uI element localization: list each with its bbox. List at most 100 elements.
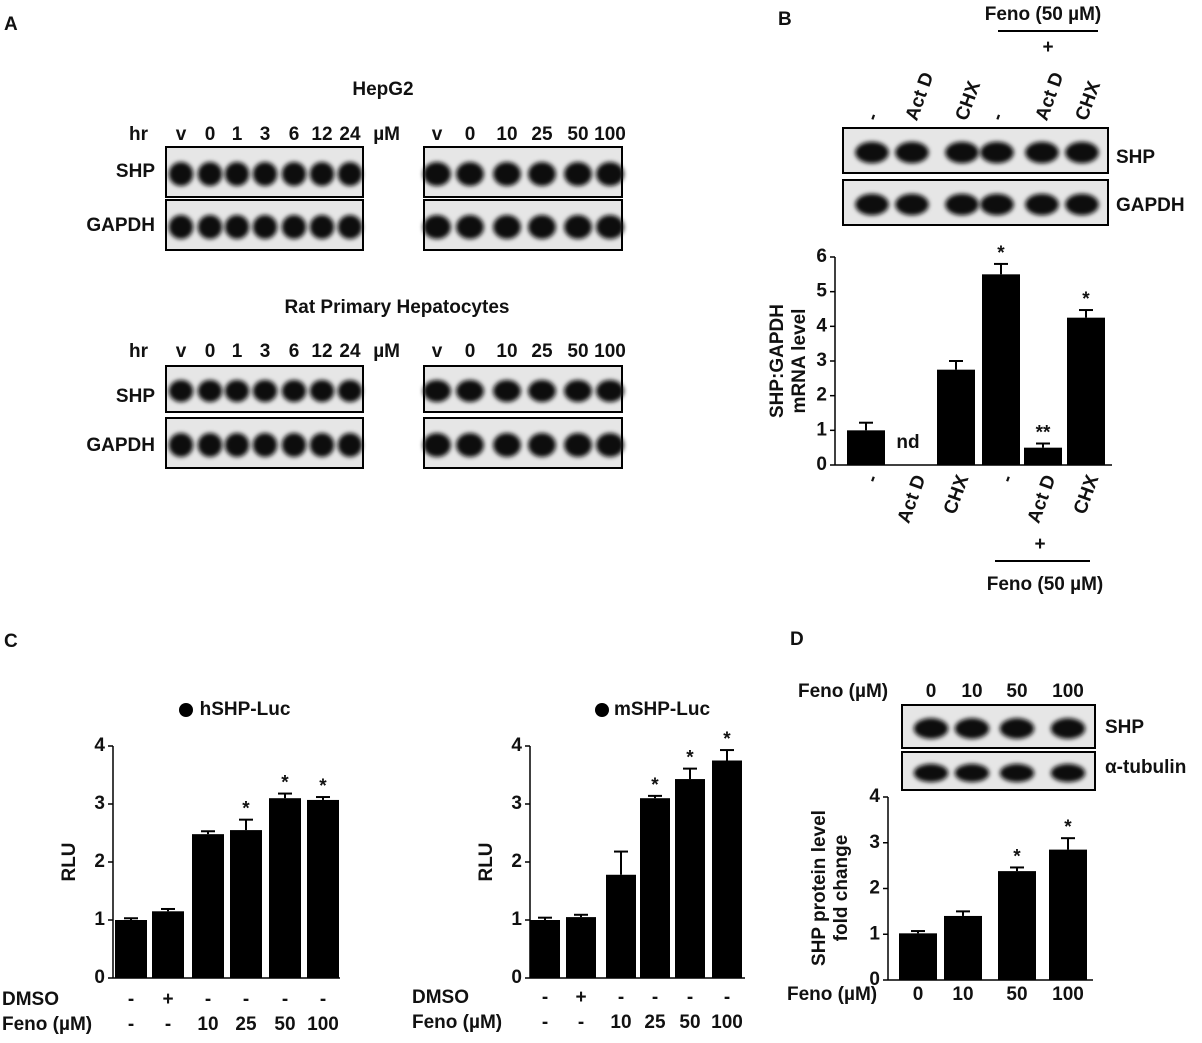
x-tick-label: CHX <box>1070 472 1104 517</box>
y-tick-label: 2 <box>869 878 880 899</box>
blot-unit: µM <box>373 341 400 362</box>
lane-label: 0 <box>465 341 476 362</box>
x-row-value: - <box>205 989 211 1010</box>
x-row-value: - <box>128 1014 134 1035</box>
bar <box>307 799 339 978</box>
lane-label: 50 <box>1006 681 1027 702</box>
lane-label: CHX <box>1072 78 1106 123</box>
blot-band <box>895 141 929 164</box>
y-tick-label: 0 <box>511 967 522 988</box>
lane-label: 10 <box>496 124 517 145</box>
lane-label: 24 <box>339 124 361 145</box>
x-tick-label: CHX <box>940 472 974 517</box>
blot-band <box>168 162 194 186</box>
x-row-value: - <box>618 987 624 1008</box>
bar <box>944 915 982 980</box>
blot-band <box>1065 193 1099 216</box>
bar <box>152 911 184 978</box>
blot-band <box>980 193 1014 216</box>
row-label: GAPDH <box>86 215 155 236</box>
lane-label: 10 <box>496 341 517 362</box>
blot-band <box>197 162 223 186</box>
bar <box>1024 447 1062 465</box>
lane-label: v <box>176 124 187 145</box>
blot-band <box>954 718 990 739</box>
blot-band <box>197 379 223 403</box>
blot-box <box>423 365 623 413</box>
row-label: GAPDH <box>86 435 155 456</box>
blot-band <box>855 141 889 164</box>
bar <box>115 920 147 978</box>
blot-band <box>337 433 363 457</box>
blot-band <box>309 162 335 186</box>
lane-label: 50 <box>567 124 588 145</box>
x-row-value: 10 <box>197 1014 218 1035</box>
blot-band <box>309 433 335 457</box>
blot-band <box>456 379 484 403</box>
panel-label: C <box>4 631 18 652</box>
blot-band <box>309 379 335 403</box>
blot-band <box>337 379 363 403</box>
bar <box>269 798 301 978</box>
x-row-value: - <box>652 987 658 1008</box>
y-tick-label: 4 <box>94 735 105 756</box>
x-row-value: - <box>687 987 693 1008</box>
blot-band <box>281 379 307 403</box>
y-tick-label: 6 <box>816 246 827 267</box>
lane-label: 0 <box>926 681 937 702</box>
y-tick-label: 1 <box>94 909 105 930</box>
row-label: SHP <box>116 386 155 407</box>
blot-band <box>197 433 223 457</box>
blot-band <box>224 162 250 186</box>
significance: ** <box>1036 423 1051 444</box>
blot-band <box>493 379 521 403</box>
blot-band <box>281 162 307 186</box>
lane-label: 6 <box>289 341 300 362</box>
lane-label: Act D <box>1032 70 1069 124</box>
lane-label: 0 <box>205 341 216 362</box>
bar <box>982 274 1020 465</box>
blot-band <box>528 433 556 457</box>
blot-band <box>493 215 521 239</box>
x-tick-label: - <box>997 472 1019 485</box>
blot-band <box>528 215 556 239</box>
x-row-value: 10 <box>610 1012 631 1033</box>
x-row-value: - <box>542 987 548 1008</box>
x-row-value: 50 <box>679 1012 700 1033</box>
blot-band <box>564 162 592 186</box>
blot-band <box>168 433 194 457</box>
blot-band <box>224 215 250 239</box>
blot-band <box>252 379 278 403</box>
significance: * <box>242 799 250 820</box>
x-row-value: - <box>165 1014 171 1035</box>
row-label: SHP <box>116 161 155 182</box>
lane-label: 25 <box>531 341 553 362</box>
group-text: Feno (50 µM) <box>987 574 1104 595</box>
blot-group-title: HepG2 <box>352 79 413 100</box>
blot-band <box>197 215 223 239</box>
x-row-value: - <box>542 1012 548 1033</box>
lane-label: 6 <box>289 124 300 145</box>
bar <box>640 798 670 978</box>
blot-box <box>423 146 623 198</box>
y-axis-label: RLU <box>59 842 80 881</box>
x-row-label: DMSO <box>412 987 469 1008</box>
blot-box <box>423 417 623 469</box>
group-symbol: + <box>1034 534 1045 555</box>
chart-title: mSHP-Luc <box>614 699 711 720</box>
blot-band <box>456 215 484 239</box>
x-row-label: Feno (µM) <box>2 1014 92 1035</box>
y-tick-label: 2 <box>816 385 827 406</box>
blot-band <box>1025 193 1059 216</box>
x-tick-label: 50 <box>1006 984 1027 1005</box>
blot-band <box>168 379 194 403</box>
lane-label: - <box>987 110 1009 123</box>
row-label: SHP <box>1105 717 1144 738</box>
lane-label: 50 <box>567 341 588 362</box>
x-tick-label: 100 <box>1052 984 1084 1005</box>
value-label: nd <box>896 432 919 453</box>
y-tick-label: 2 <box>94 851 105 872</box>
x-row-value: 25 <box>235 1014 257 1035</box>
y-tick-label: 3 <box>869 832 880 853</box>
